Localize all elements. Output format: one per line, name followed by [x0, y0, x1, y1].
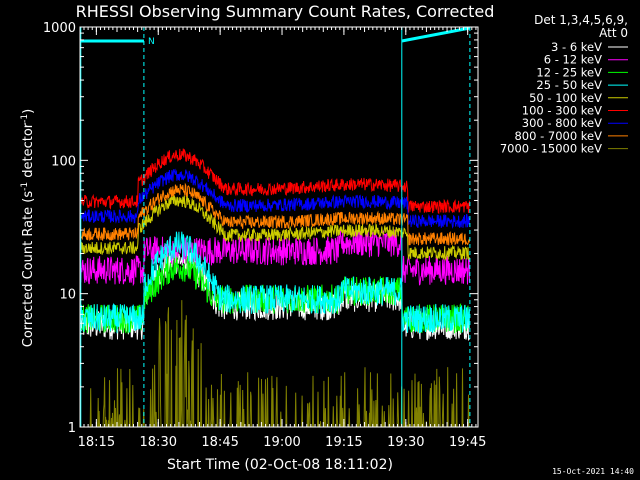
y-axis-label: Corrected Count Rate (s-1 detector-1) [20, 109, 36, 347]
series-25-50kev [80, 231, 470, 334]
y-tick-label: 10 [59, 288, 76, 303]
legend-label: 50 - 100 keV [529, 91, 602, 105]
x-tick-label: 18:15 [78, 435, 115, 450]
legend-label: 3 - 6 keV [551, 40, 602, 54]
series-50-100kev [80, 193, 470, 262]
plot-area: N [80, 26, 471, 428]
series-300-800kev [80, 168, 470, 229]
x-tick-label: 19:30 [387, 435, 424, 450]
plot-frame [79, 26, 479, 428]
legend-label: 100 - 300 keV [522, 104, 602, 118]
night-bar [401, 26, 471, 43]
series-100-300kev [80, 148, 470, 214]
legend-label: 12 - 25 keV [536, 65, 602, 79]
legend-label: 800 - 7000 keV [514, 129, 602, 143]
series-6-12kev [80, 227, 470, 287]
y-tick-label: 100 [51, 154, 76, 169]
series-line [80, 168, 470, 229]
series-line [80, 182, 470, 246]
legend-item: 6 - 12 keV [544, 53, 628, 67]
legend-label: 6 - 12 keV [544, 53, 602, 67]
x-axis-label: Start Time (02-Oct-08 18:11:02) [167, 457, 393, 473]
x-tick-label: 18:30 [140, 435, 177, 450]
y-tick-label: 1 [68, 421, 76, 436]
attenuator-markers: N [80, 26, 471, 427]
footer-date: 15-Oct-2021 14:40 [552, 467, 634, 476]
legend-header-line-1: Det 1,3,4,5,6,9, [534, 13, 628, 27]
x-tick-label: 19:45 [449, 435, 486, 450]
legend-label: 25 - 50 keV [536, 78, 602, 92]
x-tick-label: 19:00 [263, 435, 300, 450]
legend-item: 300 - 800 keV [522, 116, 628, 130]
axes: 1 10 100 1000 18:15 18:30 18:45 19:00 19:15 19:30… [43, 21, 487, 450]
legend-label: 300 - 800 keV [522, 116, 602, 130]
legend-item: 12 - 25 keV [536, 65, 628, 79]
series-line [80, 227, 470, 287]
legend-item: 7000 - 15000 keV [500, 142, 628, 156]
legend-item: 800 - 7000 keV [514, 129, 628, 143]
legend-header-line-2: Att 0 [599, 26, 628, 40]
legend-item: 100 - 300 keV [522, 104, 628, 118]
chart-title: RHESSI Observing Summary Count Rates, Co… [76, 2, 495, 21]
y-tick-label: 1000 [43, 21, 76, 36]
x-tick-label: 18:45 [201, 435, 238, 450]
series-line [80, 193, 470, 262]
legend-item: 25 - 50 keV [536, 78, 628, 92]
annotation-n: N [148, 37, 155, 47]
legend-label: 7000 - 15000 keV [500, 142, 602, 156]
series-line [80, 148, 470, 214]
legend-item: 50 - 100 keV [529, 91, 628, 105]
series-800-7000kev [80, 182, 470, 246]
legend-item: 3 - 6 keV [551, 40, 628, 54]
x-tick-label: 19:15 [325, 435, 362, 450]
series-line [80, 231, 470, 334]
